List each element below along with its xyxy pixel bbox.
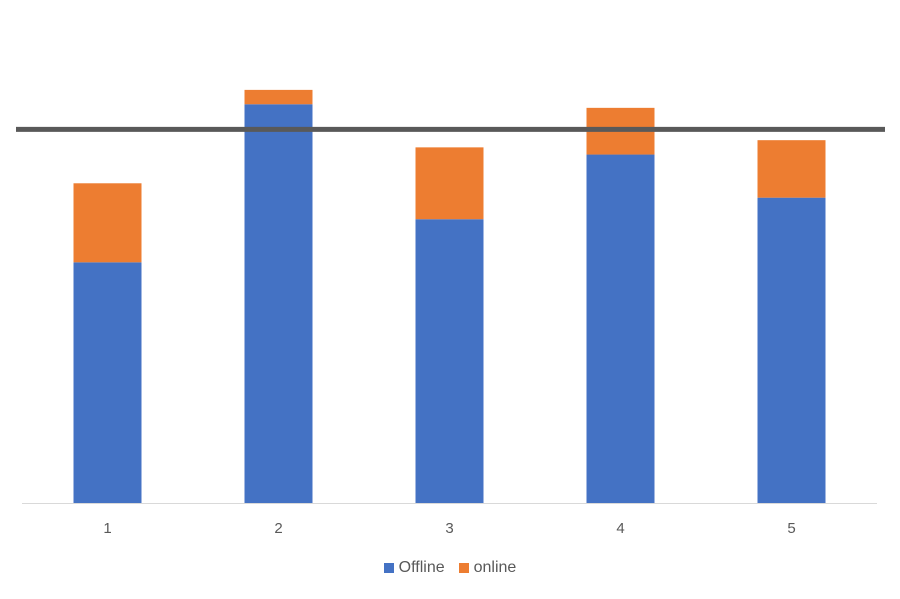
legend-swatch-offline [383,563,394,573]
legend: Offline online [0,559,900,577]
x-tick-label-4: 4 [616,520,624,537]
x-tick-label-1: 1 [103,520,111,537]
bar-offline-5 [757,197,826,503]
bar-online-5 [757,140,826,198]
x-tick-label-2: 2 [274,520,282,537]
legend-item-offline: Offline [383,559,445,577]
bar-offline-3 [415,219,484,503]
legend-swatch-online [458,563,469,573]
bar-online-3 [415,147,484,220]
bar-online-2 [244,89,313,105]
x-tick-labels: 1 2 3 4 5 [103,520,795,537]
bars-group [73,89,826,504]
bar-offline-1 [73,262,142,503]
legend-label-online: online [473,559,517,576]
legend-label-offline: Offline [398,559,445,576]
legend-item-online: online [458,559,517,577]
x-tick-label-3: 3 [445,520,453,537]
x-tick-label-5: 5 [787,520,795,537]
bar-offline-4 [586,154,655,504]
bar-offline-2 [244,104,313,503]
bar-online-1 [73,183,142,263]
